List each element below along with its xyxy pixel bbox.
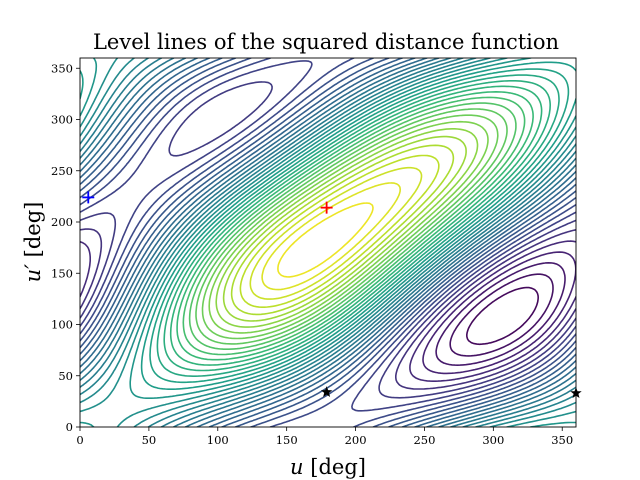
x-tick-label: 200 [345,433,367,447]
y-tick-label: 300 [51,113,73,127]
contour-level-18 [80,61,576,390]
contour-level-24 [80,58,576,427]
y-tick-label: 350 [51,61,73,75]
x-axis-label-unit: [deg] [304,455,366,479]
contour-level-38 [449,273,554,357]
contour-level-8 [208,120,489,334]
contour-level-3 [249,166,423,300]
plus-marker-0 [82,191,95,204]
y-tick-label: 0 [66,420,73,434]
x-axis-label: u [deg] [290,455,366,479]
star-marker-2 [320,386,333,397]
contour-level-11 [188,102,517,350]
x-tick-label: 300 [482,433,504,447]
contour-level-4 [239,154,440,308]
contour-level-5 [230,144,455,316]
contour-level-6 [222,135,467,322]
x-tick-label: 0 [76,433,83,447]
x-tick-label: 100 [207,433,229,447]
x-axis: 0 50 100 150 200 250 300 350 [76,427,573,447]
contour-level-35 [80,240,576,382]
contour-level-37 [435,262,566,366]
y-axis-label: u′ [deg] [21,202,45,283]
x-tick-label: 50 [142,433,157,447]
contour-lines [80,58,576,427]
contour-level-30 [80,58,576,427]
contour-level-14 [169,85,543,366]
y-tick-label: 100 [51,318,73,332]
x-tick-label: 150 [276,433,298,447]
y-tick-label: 50 [58,369,73,383]
contour-level-39 [466,286,539,346]
y-axis-label-var: u′ [21,264,45,283]
contour-level-2 [261,182,401,291]
x-axis-label-var: u [290,455,304,479]
contour-level-34 [80,228,576,390]
contour-level-19 [80,58,576,427]
contour-level-1 [277,202,374,278]
contour-level-15 [163,80,551,372]
contour-level-7 [215,128,479,328]
contour-level-9 [201,114,499,340]
contour-level-36 [422,251,576,375]
contour-level-16 [156,74,560,377]
y-axis: 0 50 100 150 200 250 300 350 [51,61,80,434]
contour-level-10 [195,108,508,345]
x-tick-label: 250 [413,433,435,447]
contour-level-20 [80,58,576,427]
x-tick-label: 350 [551,433,573,447]
y-tick-label: 150 [51,266,73,280]
chart-title: Level lines of the squared distance func… [93,30,559,54]
y-tick-label: 200 [51,215,73,229]
contour-level-33 [80,81,576,399]
plus-marker-1 [320,201,333,214]
contour-level-25 [80,58,576,427]
contour-level-13 [176,91,534,361]
plot-frame [79,57,577,428]
contour-level-17 [149,68,570,384]
contour-level-12 [182,96,526,356]
y-axis-label-unit: [deg] [21,202,45,264]
y-tick-label: 250 [51,164,73,178]
